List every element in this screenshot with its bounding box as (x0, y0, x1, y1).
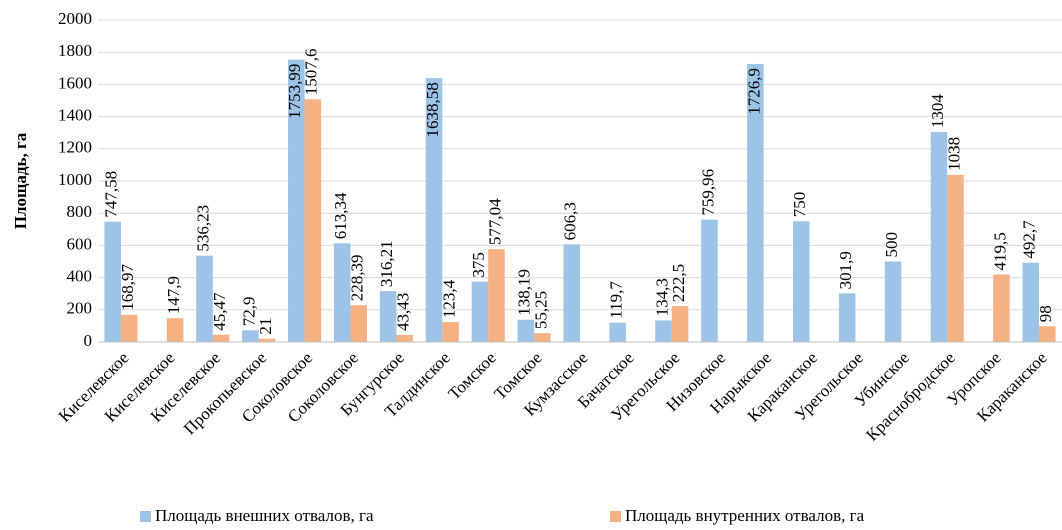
bar (1039, 326, 1056, 342)
bar (884, 261, 902, 342)
data-label: 43,43 (394, 293, 413, 331)
data-label: 1507,6 (302, 49, 321, 96)
data-label: 138,19 (515, 269, 534, 316)
y-tick-label: 0 (84, 331, 93, 350)
bar (379, 291, 397, 342)
y-tick-label: 1800 (58, 41, 92, 60)
bar (488, 249, 505, 342)
bar (396, 335, 413, 342)
bar (350, 305, 368, 342)
bar (947, 174, 964, 342)
data-label: 606,3 (561, 202, 580, 240)
data-label: 301,9 (836, 251, 855, 289)
bar (1022, 262, 1040, 342)
y-tick-label: 800 (67, 202, 93, 221)
data-label: 168,97 (118, 264, 137, 311)
bar (288, 59, 305, 343)
bar (258, 338, 276, 342)
y-tick-label: 1600 (58, 73, 92, 92)
y-tick-label: 1400 (58, 106, 92, 125)
bar (471, 281, 489, 342)
x-tick-label: Томское (444, 348, 499, 403)
data-label: 1304 (928, 94, 947, 129)
y-axis-label: Площадь, га (11, 132, 30, 229)
y-tick-label: 2000 (58, 9, 92, 28)
data-label: 375 (469, 252, 488, 278)
data-label: 316,21 (377, 240, 396, 287)
data-label: 577,04 (485, 198, 504, 245)
bar (304, 99, 322, 342)
data-label: 21 (256, 318, 275, 335)
data-label: 759,96 (698, 169, 717, 216)
data-label: 1038 (944, 137, 963, 171)
data-label: 750 (790, 192, 809, 218)
data-label: 613,34 (331, 192, 350, 239)
bar (701, 219, 718, 342)
data-label: 119,7 (607, 281, 626, 319)
data-label: 1726,9 (744, 68, 763, 115)
bar (534, 333, 551, 342)
data-label: 492,7 (1020, 220, 1039, 259)
y-tick-label: 200 (67, 299, 93, 318)
y-tick-label: 600 (67, 234, 93, 253)
bar (671, 306, 689, 342)
bar (838, 293, 856, 342)
legend-swatch (610, 511, 621, 522)
bar (333, 243, 351, 342)
bar (196, 255, 213, 342)
bar (792, 221, 810, 342)
bar (212, 334, 230, 342)
data-label: 1638,58 (423, 82, 442, 137)
bar (563, 244, 580, 342)
data-label: 500 (882, 232, 901, 258)
bar (104, 221, 121, 342)
bar (166, 318, 184, 342)
legend-swatch (140, 511, 151, 522)
bar (120, 314, 138, 342)
bar (242, 330, 259, 342)
bar (747, 63, 764, 342)
data-label: 55,25 (531, 291, 550, 329)
data-label: 222,5 (669, 264, 688, 302)
bar (517, 319, 535, 342)
data-label: 228,39 (348, 254, 367, 301)
y-tick-label: 1000 (58, 170, 92, 189)
data-label: 147,9 (164, 276, 183, 314)
data-label: 98 (1036, 305, 1055, 322)
data-label: 1753,99 (285, 64, 304, 119)
data-label: 123,4 (439, 279, 458, 318)
bar (442, 322, 459, 342)
bar (993, 274, 1010, 342)
data-label: 419,5 (990, 232, 1009, 270)
bar (930, 132, 948, 342)
data-label: 45,47 (210, 292, 229, 331)
data-label: 747,58 (102, 171, 121, 218)
legend-label: Площадь внешних отвалов, га (155, 506, 374, 525)
legend-label: Площадь внутренних отвалов, га (625, 506, 865, 525)
data-label: 134,3 (652, 278, 671, 316)
data-label: 536,23 (193, 205, 212, 252)
data-label: 72,9 (239, 297, 258, 327)
bar (425, 78, 443, 342)
y-tick-label: 1200 (58, 138, 92, 157)
y-tick-label: 400 (67, 267, 93, 286)
bar (655, 320, 672, 342)
bar (609, 322, 626, 342)
